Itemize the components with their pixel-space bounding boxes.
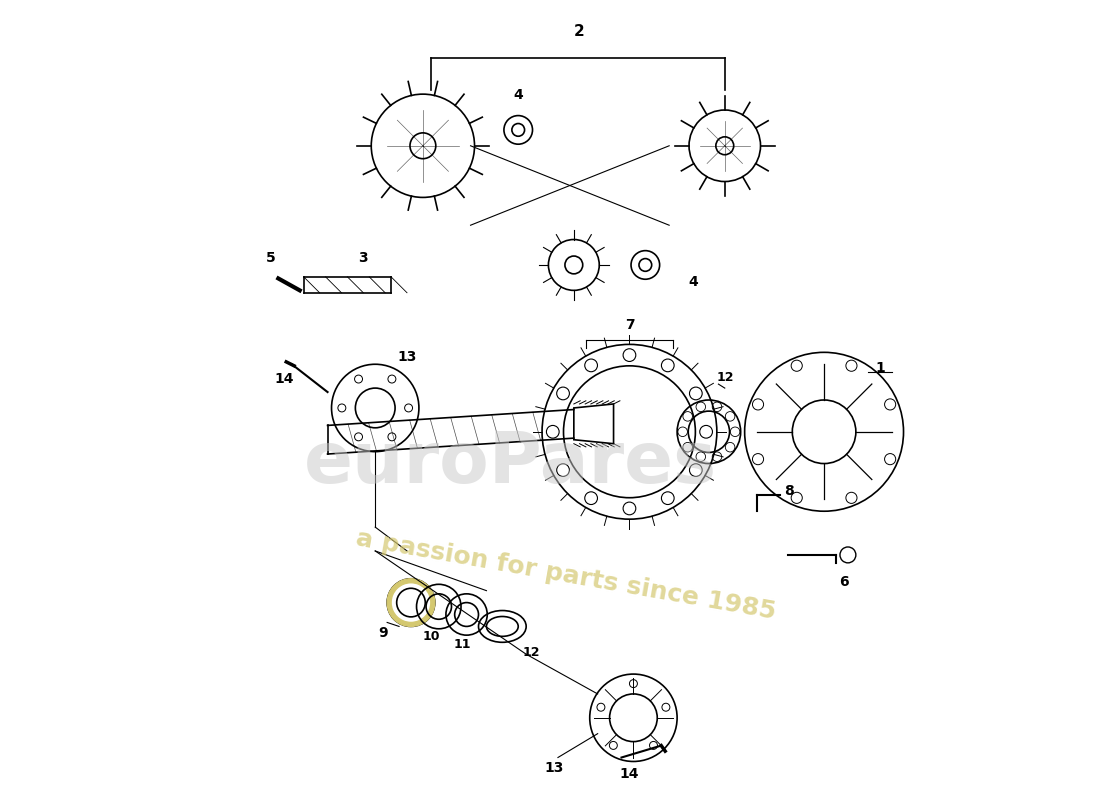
Text: 14: 14 <box>274 372 294 386</box>
Circle shape <box>840 547 856 563</box>
Text: 4: 4 <box>514 88 524 102</box>
Text: 11: 11 <box>454 638 472 651</box>
Text: a passion for parts since 1985: a passion for parts since 1985 <box>354 526 778 623</box>
Text: 1: 1 <box>876 362 886 375</box>
Text: 5: 5 <box>265 251 275 265</box>
Wedge shape <box>387 578 434 626</box>
Text: 3: 3 <box>359 251 369 265</box>
Text: 6: 6 <box>839 574 849 589</box>
Text: 13: 13 <box>397 350 417 364</box>
Text: euroPares: euroPares <box>304 429 717 498</box>
Text: 10: 10 <box>422 630 440 643</box>
Text: 9: 9 <box>378 626 388 641</box>
Text: 2: 2 <box>574 23 585 38</box>
Text: 4: 4 <box>689 274 697 289</box>
Text: 12: 12 <box>522 646 540 659</box>
Text: 12: 12 <box>717 371 735 384</box>
Text: 8: 8 <box>784 484 794 498</box>
Text: 7: 7 <box>625 318 635 333</box>
Text: 13: 13 <box>544 762 563 775</box>
Text: 14: 14 <box>619 767 639 781</box>
